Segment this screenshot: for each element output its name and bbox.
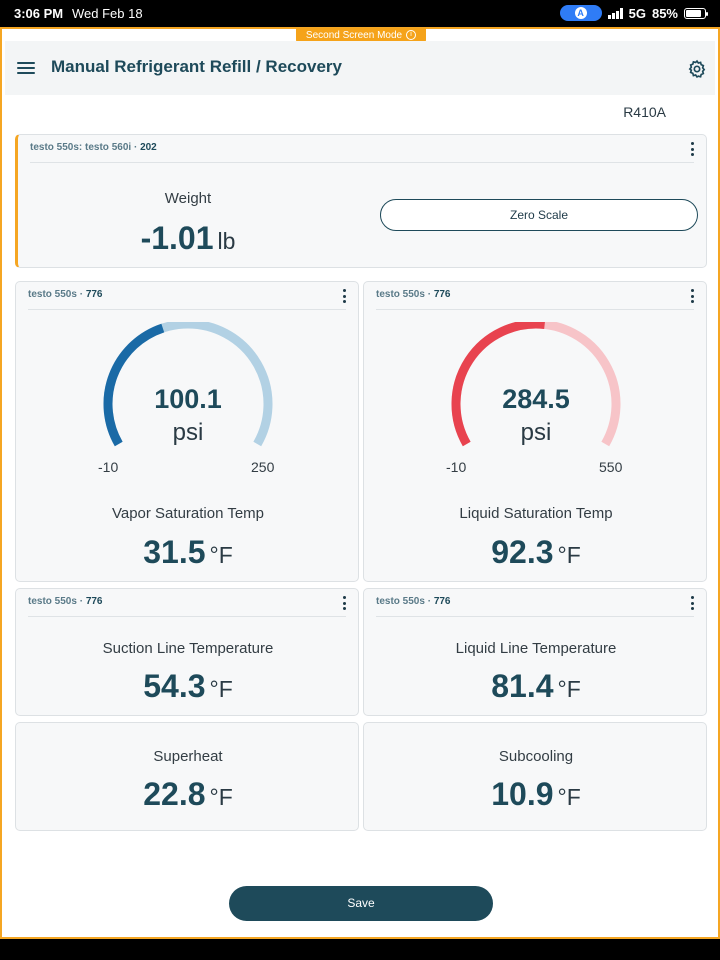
gauge-max: 550 <box>599 459 623 475</box>
more-options-icon[interactable] <box>340 595 348 611</box>
gauge-fill <box>103 323 165 447</box>
gauge-min: -10 <box>446 459 467 475</box>
status-date: Wed Feb 18 <box>72 6 143 21</box>
gauge-fill <box>451 322 545 447</box>
status-time: 3:06 PM <box>14 6 64 21</box>
weight-label: Weight <box>164 190 212 207</box>
gauge-value: 284.5 <box>502 384 570 414</box>
status-bar: 3:06 PM Wed Feb 18 A 5G 85% <box>0 0 720 27</box>
liquid-gauge-card: testo 550s · 776 284.5 psi -10 550 Liqui… <box>363 281 707 582</box>
more-options-icon[interactable] <box>688 288 696 304</box>
liquid-line-label: Liquid Line Temperature <box>455 640 617 657</box>
card-device-label: testo 550s · 776 <box>28 596 103 607</box>
more-options-icon[interactable] <box>340 288 348 304</box>
card-device-label: testo 550s · 776 <box>28 289 103 300</box>
gauge-unit: psi <box>520 419 552 446</box>
weight-value: -1.01 lb <box>140 220 236 256</box>
info-icon: i <box>406 30 417 41</box>
accessibility-pill-icon: A <box>559 5 602 21</box>
card-device-label: testo 550s · 776 <box>376 289 451 300</box>
gauge-min: -10 <box>98 459 119 475</box>
liquid-saturation-value: 92.3 °F <box>491 534 581 570</box>
gauge-value: 100.1 <box>154 384 222 414</box>
liquid-line-value: 81.4 °F <box>491 668 581 704</box>
battery-icon <box>684 7 708 19</box>
card-device-label: testo 550s: testo 560i · 202 <box>30 142 157 153</box>
subcooling-value: 10.9 °F <box>491 776 581 812</box>
suction-line-card: testo 550s · 776 Suction Line Temperatur… <box>15 588 359 716</box>
gear-icon[interactable] <box>687 59 707 79</box>
divider <box>30 162 694 163</box>
card-device-label: testo 550s · 776 <box>376 596 451 607</box>
divider <box>28 616 346 617</box>
vapor-gauge-card: testo 550s · 776 100.1 psi -10 250 Vapor… <box>15 281 359 582</box>
network-type: 5G <box>628 5 646 21</box>
zero-scale-button[interactable]: Zero Scale <box>380 199 698 231</box>
divider <box>28 309 346 310</box>
gauge-unit: psi <box>172 419 204 446</box>
subcooling-card: Subcooling 10.9 °F <box>363 722 707 831</box>
mode-tag-label: Second Screen Mode <box>305 30 403 41</box>
superheat-card: Superheat 22.8 °F <box>15 722 359 831</box>
subcooling-label: Subcooling <box>498 748 574 765</box>
gauge-max: 250 <box>251 459 275 475</box>
vapor-saturation-value: 31.5 °F <box>143 534 233 570</box>
vapor-saturation-label: Vapor Saturation Temp <box>111 505 265 522</box>
more-options-icon[interactable] <box>688 141 696 157</box>
superheat-label: Superheat <box>153 748 223 765</box>
status-indicators: A 5G 85% <box>559 5 708 21</box>
refrigerant-type[interactable]: R410A <box>623 104 666 120</box>
weight-card: testo 550s: testo 560i · 202 Weight -1.0… <box>15 134 707 268</box>
signal-icon <box>607 7 623 19</box>
page-title: Manual Refrigerant Refill / Recovery <box>51 57 342 76</box>
second-screen-mode-tag[interactable]: Second Screen Mode i <box>296 28 426 44</box>
liquid-saturation-label: Liquid Saturation Temp <box>459 505 613 522</box>
suction-line-value: 54.3 °F <box>143 668 233 704</box>
battery-percent: 85% <box>651 5 678 21</box>
pressure-gauge <box>103 322 273 447</box>
divider <box>376 309 694 310</box>
suction-line-label: Suction Line Temperature <box>102 640 274 657</box>
menu-icon[interactable] <box>17 62 35 76</box>
superheat-value: 22.8 °F <box>143 776 233 812</box>
liquid-line-card: testo 550s · 776 Liquid Line Temperature… <box>363 588 707 716</box>
divider <box>376 616 694 617</box>
app-bar: Manual Refrigerant Refill / Recovery <box>5 41 715 95</box>
pressure-gauge <box>451 322 621 447</box>
app-frame: Second Screen Mode i Manual Refrigerant R… <box>0 27 720 939</box>
save-button[interactable]: Save <box>229 886 493 921</box>
more-options-icon[interactable] <box>688 595 696 611</box>
